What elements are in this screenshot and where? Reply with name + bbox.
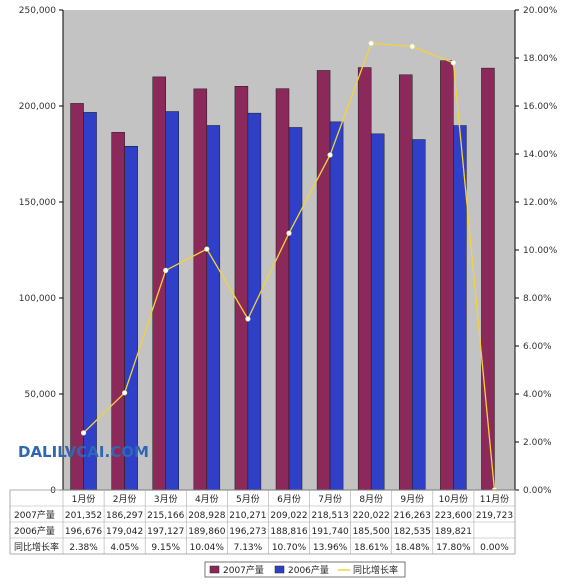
growth-rate-point-6 <box>286 230 292 236</box>
data-table-cell: 10.70% <box>272 543 307 553</box>
bar-2006-9 <box>412 139 426 491</box>
x-tick-label: 9月份 <box>400 493 424 505</box>
left-tick-label: 200,000 <box>19 102 56 112</box>
data-table-cell: 210,271 <box>229 511 266 521</box>
right-tick-label: 16.00% <box>523 102 558 112</box>
right-tick-label: 0.00% <box>523 486 552 496</box>
legend-swatch <box>274 565 285 574</box>
data-table-cell: 216,263 <box>394 511 431 521</box>
x-tick-label: 1月份 <box>72 493 96 505</box>
data-table-cell: 215,166 <box>147 511 184 521</box>
bar-2006-4 <box>206 125 221 491</box>
data-table-cell: 196,273 <box>229 527 266 537</box>
legend-label: 2007产量 <box>223 564 264 576</box>
bar-2006-7 <box>329 121 344 491</box>
bar-2006-6 <box>288 127 303 491</box>
data-table-cell: 191,740 <box>311 527 348 537</box>
data-table-cell: 189,821 <box>435 527 472 537</box>
growth-rate-point-1 <box>80 430 87 436</box>
bar-2006-8 <box>370 133 385 491</box>
watermark: DALILVCAI.COM <box>18 443 149 461</box>
right-tick-label: 2.00% <box>523 438 552 448</box>
growth-rate-point-2 <box>122 390 128 396</box>
x-tick-label: 3月份 <box>154 493 178 505</box>
bar-2007-4 <box>193 88 208 491</box>
data-table-cell: 218,513 <box>311 511 348 521</box>
data-table-cell: 188,816 <box>270 527 307 537</box>
right-tick-label: 6.00% <box>523 342 552 352</box>
left-tick-label: 50,000 <box>25 390 57 400</box>
right-tick-label: 4.00% <box>523 390 552 400</box>
x-tick-label: 6月份 <box>277 493 301 505</box>
data-table-cell: 0.00% <box>480 543 509 553</box>
bar-2007-9 <box>399 74 413 491</box>
data-table-cell: 13.96% <box>313 543 348 553</box>
legend-label: 同比增长率 <box>353 564 398 576</box>
right-tick-label: 14.00% <box>523 150 558 160</box>
growth-rate-point-5 <box>245 316 251 322</box>
right-tick-label: 8.00% <box>523 294 552 304</box>
bar-2007-5 <box>234 86 249 491</box>
data-table-cell: 18.61% <box>354 543 389 553</box>
data-table-cell: 209,022 <box>270 511 307 521</box>
legend-swatch <box>209 565 220 574</box>
x-tick-label: 8月份 <box>359 493 383 505</box>
data-table-cell: 208,928 <box>188 511 225 521</box>
growth-rate-point-3 <box>163 267 169 274</box>
x-tick-label: 10月份 <box>439 493 468 505</box>
data-table-cell: 9.15% <box>151 543 180 553</box>
right-tick-label: 18.00% <box>523 54 558 64</box>
data-table-cell: 220,022 <box>353 511 390 521</box>
right-tick-label: 12.00% <box>523 198 558 208</box>
data-table-cell: 185,500 <box>353 527 390 537</box>
data-table-cell: 196,676 <box>65 527 102 537</box>
data-table-series-name: 同比增长率 <box>14 541 59 553</box>
bar-2007-2 <box>111 132 125 491</box>
growth-rate-point-7 <box>327 152 333 158</box>
right-tick-label: 20.00% <box>523 6 558 16</box>
legend-box <box>204 561 406 578</box>
bar-2006-3 <box>165 111 179 491</box>
data-table-cell: 186,297 <box>106 511 143 521</box>
left-tick-label: 250,000 <box>19 6 56 16</box>
x-tick-label: 11月份 <box>480 493 509 505</box>
data-table-cell: 4.05% <box>110 543 139 553</box>
data-table-cell: 189,860 <box>188 527 225 537</box>
growth-rate-point-4 <box>204 246 210 252</box>
data-table-cell: 2.38% <box>69 543 98 553</box>
bar-2006-2 <box>124 145 138 491</box>
left-tick-label: 100,000 <box>19 294 56 304</box>
bar-2007-3 <box>152 76 166 491</box>
x-tick-label: 4月份 <box>195 493 219 505</box>
bar-2007-6 <box>275 88 290 491</box>
left-tick-label: 0 <box>50 486 56 496</box>
legend-label: 2006产量 <box>288 564 329 576</box>
data-table-cell: 201,352 <box>65 511 102 521</box>
growth-rate-point-9 <box>409 43 415 50</box>
data-table-cell: 197,127 <box>147 527 184 537</box>
data-table-cell: 17.80% <box>436 543 471 553</box>
x-tick-label: 2月份 <box>113 493 137 505</box>
right-tick-label: 10.00% <box>523 246 558 256</box>
data-table-cell: 179,042 <box>106 527 143 537</box>
data-table-cell: 7.13% <box>234 543 263 553</box>
bar-2007-7 <box>316 70 331 491</box>
x-tick-label: 5月份 <box>236 493 260 505</box>
left-tick-label: 150,000 <box>19 198 56 208</box>
x-tick-label: 7月份 <box>318 493 342 505</box>
bar-2007-8 <box>357 67 372 491</box>
bar-2007-10 <box>440 60 454 491</box>
data-table-cell: 219,723 <box>476 511 513 521</box>
growth-rate-point-8 <box>368 40 374 46</box>
data-table-cell: 182,535 <box>394 527 431 537</box>
data-table-series-name: 2006产量 <box>14 525 55 537</box>
data-table-cell: 18.48% <box>395 543 430 553</box>
bar-2006-5 <box>247 112 262 491</box>
data-table-cell: 223,600 <box>435 511 472 521</box>
data-table-series-name: 2007产量 <box>14 509 55 521</box>
data-table-cell: 10.04% <box>190 543 225 553</box>
growth-rate-point-10 <box>450 60 456 66</box>
